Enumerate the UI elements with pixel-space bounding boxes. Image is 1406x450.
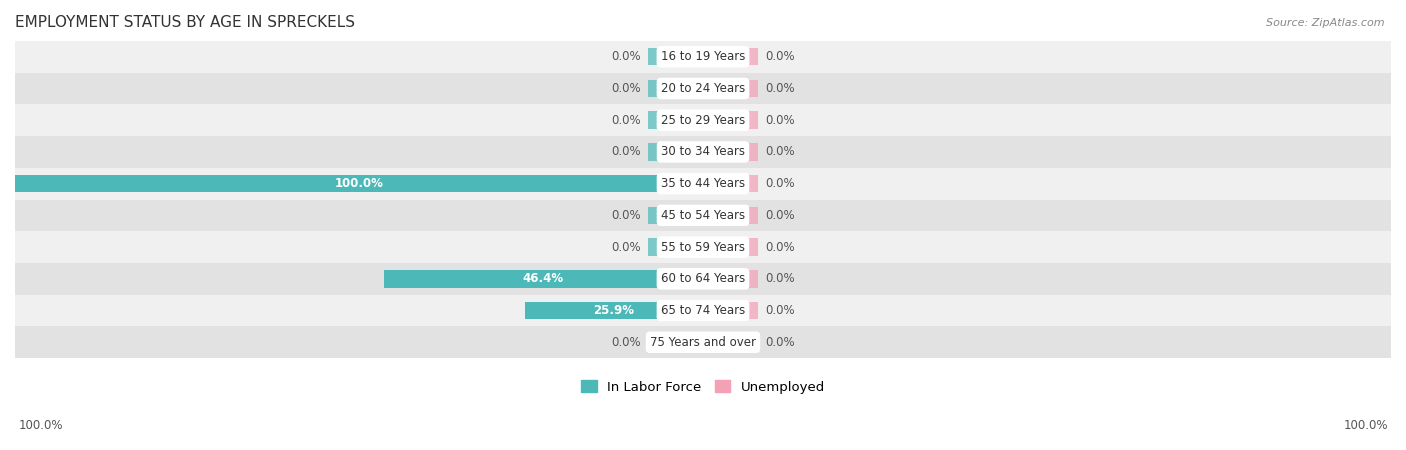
Text: 46.4%: 46.4% [523,272,564,285]
Text: 0.0%: 0.0% [765,272,794,285]
Bar [703,112,758,129]
Text: 0.0%: 0.0% [612,114,641,127]
Text: 16 to 19 Years: 16 to 19 Years [661,50,745,63]
Bar [703,80,758,97]
Bar [15,104,1391,136]
Text: 20 to 24 Years: 20 to 24 Years [661,82,745,95]
Bar [703,143,758,161]
Bar [703,238,758,256]
Text: 30 to 34 Years: 30 to 34 Years [661,145,745,158]
Text: 45 to 54 Years: 45 to 54 Years [661,209,745,222]
Bar [15,295,1391,326]
Legend: In Labor Force, Unemployed: In Labor Force, Unemployed [575,375,831,399]
Text: 0.0%: 0.0% [612,336,641,349]
Bar [648,143,703,161]
Text: 0.0%: 0.0% [765,50,794,63]
Text: 60 to 64 Years: 60 to 64 Years [661,272,745,285]
Text: 100.0%: 100.0% [1343,419,1388,432]
Bar [524,302,703,319]
Bar [703,333,758,351]
Bar [15,72,1391,104]
Bar [703,207,758,224]
Bar [648,207,703,224]
Text: 0.0%: 0.0% [765,336,794,349]
Text: 0.0%: 0.0% [612,209,641,222]
Bar [384,270,703,288]
Text: 0.0%: 0.0% [612,145,641,158]
Text: 100.0%: 100.0% [18,419,63,432]
Text: 0.0%: 0.0% [765,209,794,222]
Bar [703,48,758,65]
Bar [15,231,1391,263]
Text: 0.0%: 0.0% [612,241,641,254]
Bar [648,238,703,256]
Bar [648,48,703,65]
Text: 0.0%: 0.0% [765,177,794,190]
Text: Source: ZipAtlas.com: Source: ZipAtlas.com [1267,18,1385,28]
Text: 0.0%: 0.0% [765,145,794,158]
Bar [648,80,703,97]
Text: 65 to 74 Years: 65 to 74 Years [661,304,745,317]
Text: 55 to 59 Years: 55 to 59 Years [661,241,745,254]
Text: 75 Years and over: 75 Years and over [650,336,756,349]
Bar [15,136,1391,168]
Text: EMPLOYMENT STATUS BY AGE IN SPRECKELS: EMPLOYMENT STATUS BY AGE IN SPRECKELS [15,15,354,30]
Text: 0.0%: 0.0% [612,82,641,95]
Text: 25 to 29 Years: 25 to 29 Years [661,114,745,127]
Text: 0.0%: 0.0% [765,82,794,95]
Bar [703,302,758,319]
Bar [15,175,703,192]
Bar [15,168,1391,199]
Bar [15,326,1391,358]
Text: 0.0%: 0.0% [765,241,794,254]
Bar [703,175,758,192]
Text: 100.0%: 100.0% [335,177,384,190]
Bar [15,199,1391,231]
Text: 35 to 44 Years: 35 to 44 Years [661,177,745,190]
Bar [703,270,758,288]
Text: 0.0%: 0.0% [765,114,794,127]
Bar [15,41,1391,72]
Bar [648,333,703,351]
Bar [15,263,1391,295]
Text: 0.0%: 0.0% [612,50,641,63]
Text: 0.0%: 0.0% [765,304,794,317]
Bar [648,112,703,129]
Text: 25.9%: 25.9% [593,304,634,317]
